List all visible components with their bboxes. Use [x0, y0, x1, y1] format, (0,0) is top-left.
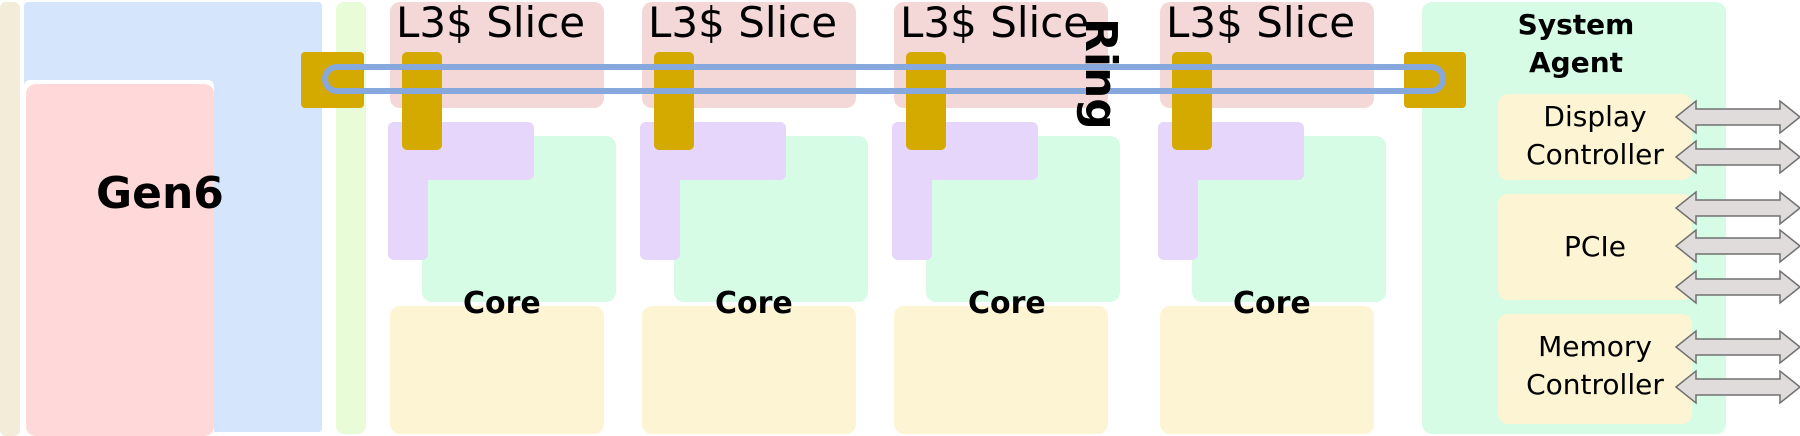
ring-stop — [1172, 52, 1212, 150]
ring-stop — [301, 52, 364, 108]
core-block-purple — [1158, 122, 1304, 260]
core-label: Core — [968, 286, 1046, 321]
memory-controller-block — [1498, 314, 1692, 424]
ring-label: Ring — [1075, 18, 1126, 130]
io-arrows — [1674, 99, 1800, 405]
core-block-yellow — [390, 306, 604, 434]
double-arrow-icon — [1674, 329, 1800, 365]
double-arrow-icon — [1674, 228, 1800, 264]
ring-stop — [906, 52, 946, 150]
ring-bus — [322, 64, 1446, 94]
display-controller-label: Display Controller — [1526, 100, 1664, 171]
l3-slice-label: L3$ Slice — [396, 0, 586, 47]
memory-controller-label: Memory Controller — [1526, 330, 1664, 401]
double-arrow-icon — [1674, 369, 1800, 405]
ring-stop — [654, 52, 694, 150]
core-label: Core — [1233, 286, 1311, 321]
core-block-purple — [388, 122, 534, 260]
core-label: Core — [715, 286, 793, 321]
double-arrow-icon — [1674, 269, 1800, 305]
l3-slice-label: L3$ Slice — [900, 0, 1090, 47]
gpu-label: Gen6 — [96, 168, 224, 219]
double-arrow-icon — [1674, 139, 1800, 175]
core-block-yellow — [642, 306, 856, 434]
l3-slice-label: L3$ Slice — [648, 0, 838, 47]
pcie-block — [1498, 194, 1692, 300]
left-strip — [0, 2, 20, 436]
gpu-block-pink — [26, 84, 214, 436]
ring-stop — [402, 52, 442, 150]
core-block-yellow — [1160, 306, 1374, 434]
pcie-label: PCIe — [1564, 230, 1626, 263]
double-arrow-icon — [1674, 190, 1800, 226]
ring-stop — [1404, 52, 1466, 108]
core-block-yellow — [894, 306, 1108, 434]
display-controller-block — [1498, 94, 1692, 180]
double-arrow-icon — [1674, 99, 1800, 135]
l3-slice-label: L3$ Slice — [1166, 0, 1356, 47]
system-agent-label: System Agent — [1517, 8, 1635, 79]
core-label: Core — [463, 286, 541, 321]
